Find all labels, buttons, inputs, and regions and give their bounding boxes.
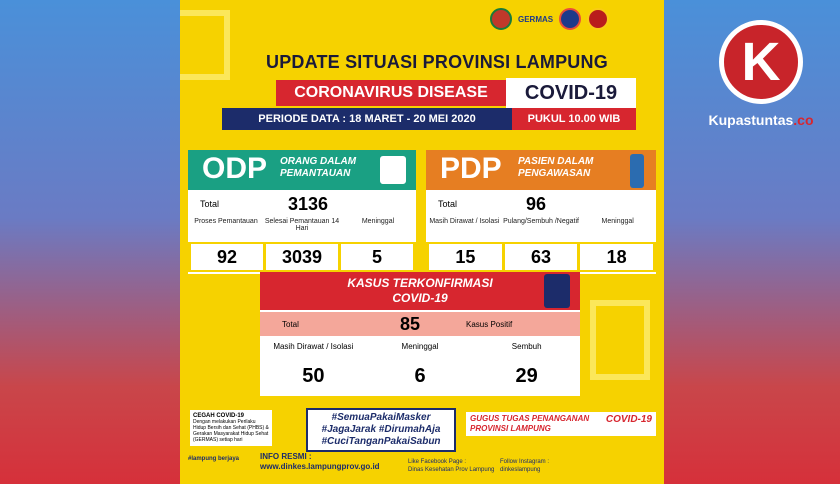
- cegah-title: CEGAH COVID-19: [193, 413, 245, 419]
- pdp-col-dirawat: Masih Dirawat / Isolasi: [429, 218, 500, 225]
- cegah-box: CEGAH COVID-19 Dengan melakukan Perilaku…: [190, 410, 272, 446]
- facebook-label: Like Facebook Page :: [408, 459, 467, 465]
- pdp-values: 15 63 18: [426, 242, 656, 272]
- pdp-total-label: Total: [438, 199, 458, 209]
- hashtag-line: #JagaJarak #DirumahAja: [321, 424, 441, 435]
- kupastuntas-logo-icon: K: [719, 20, 803, 104]
- info-resmi: INFO RESMI : www.dinkes.lampungprov.go.i…: [260, 452, 380, 472]
- instagram-link[interactable]: dinkeslampung: [500, 467, 541, 473]
- hashtag-line: #CuciTanganPakaiSabun: [321, 436, 441, 447]
- gugus-covid: COVID-19: [605, 414, 652, 425]
- patient-bed-icon: [380, 156, 406, 184]
- kasus-col-sembuh: Sembuh: [511, 342, 542, 351]
- military-logo-icon: [587, 8, 610, 30]
- disease-banner: CORONAVIRUS DISEASE: [276, 80, 506, 106]
- covid-badge: COVID-19: [506, 78, 636, 108]
- facebook-page-link[interactable]: Dinas Kesehatan Prov Lampung: [408, 467, 495, 473]
- brand-name: Kupastuntas.co: [708, 112, 814, 128]
- kasus-val-meninggal: 6: [414, 365, 426, 387]
- kasus-col-dirawat: Masih Dirawat / Isolasi: [273, 342, 354, 351]
- gugus-tugas-box: GUGUS TUGAS PENANGANAN COVID-19 PROVINSI…: [466, 412, 656, 436]
- kupastuntas-brand: K Kupastuntas.co: [696, 20, 826, 128]
- info-url-link[interactable]: www.dinkes.lampungprov.go.id: [260, 462, 380, 471]
- kasus-values: 50 6 29: [260, 358, 580, 394]
- pdp-col-meninggal: Meninggal: [601, 218, 634, 225]
- pdp-card: PDP PASIEN DALAM PENGAWASAN Total 96 Masi…: [426, 150, 656, 274]
- kasus-total-value: 85: [400, 314, 421, 334]
- odp-val-selesai: 3039: [266, 244, 338, 270]
- pdp-val-dirawat: 15: [429, 244, 502, 270]
- hashtag-box: #SemuaPakaiMasker #JagaJarak #DirumahAja…: [306, 408, 456, 452]
- kasus-val-dirawat: 50: [302, 365, 325, 387]
- odp-col-meninggal: Meninggal: [361, 218, 395, 225]
- facebook-info: Like Facebook Page : Dinas Kesehatan Pro…: [408, 458, 494, 474]
- pdp-abbr: PDP: [440, 152, 502, 185]
- pdp-total-value: 96: [526, 194, 547, 214]
- lampung-berjaya-logo: #lampung berjaya: [188, 456, 240, 462]
- odp-full-name: ORANG DALAM PEMANTAUAN: [280, 156, 357, 179]
- odp-columns: Proses Pemantauan Selesai Pemantauan 14 …: [188, 216, 416, 242]
- pdp-full-name: PASIEN DALAM PENGAWASAN: [518, 156, 594, 179]
- odp-val-proses: 92: [191, 244, 263, 270]
- pdp-total-row: Total 96: [426, 192, 656, 216]
- kasus-title: KASUS TERKONFIRMASI: [347, 276, 493, 290]
- police-logo-icon: [559, 8, 582, 30]
- page-title: UPDATE SITUASI PROVINSI LAMPUNG: [266, 52, 608, 72]
- odp-total-value: 3136: [288, 194, 329, 214]
- wheelchair-icon: [544, 274, 570, 308]
- pdp-val-meninggal: 18: [580, 244, 654, 270]
- info-title: INFO RESMI :: [260, 452, 312, 461]
- periode-banner: PERIODE DATA : 18 MARET - 20 MEI 2020: [222, 108, 512, 130]
- pdp-val-sembuh: 63: [504, 244, 578, 270]
- cegah-text: Dengan melakukan Perilaku Hidup Bersih d…: [193, 419, 269, 443]
- pdp-col-sembuh: Pulang/Sembuh /Negatif: [503, 218, 579, 225]
- gugus-title: GUGUS TUGAS PENANGANAN: [470, 414, 590, 423]
- odp-val-meninggal: 5: [341, 244, 413, 270]
- kasus-total-row: Total 85 Kasus Positif: [260, 312, 580, 336]
- decorative-pattern: [590, 300, 650, 380]
- kasus-header: KASUS TERKONFIRMASI COVID-19: [260, 272, 580, 310]
- kasus-total-label: Total: [282, 320, 299, 329]
- gugus-province: PROVINSI LAMPUNG: [470, 424, 551, 433]
- lampung-seal-icon: [490, 8, 512, 30]
- kasus-val-sembuh: 29: [515, 365, 538, 387]
- odp-col-selesai: Selesai Pemantauan 14 Hari: [264, 218, 340, 232]
- pdp-columns: Masih Dirawat / Isolasi Pulang/Sembuh /N…: [426, 216, 656, 242]
- kasus-columns: Masih Dirawat / Isolasi Meninggal Sembuh: [260, 338, 580, 356]
- kasus-col-meninggal: Meninggal: [401, 342, 439, 351]
- odp-header: ODP ORANG DALAM PEMANTAUAN: [188, 150, 416, 190]
- kasus-subtitle: COVID-19: [392, 291, 448, 305]
- odp-abbr: ODP: [202, 152, 268, 185]
- odp-total-row: Total 3136: [188, 192, 416, 216]
- instagram-label: Follow Instagram :: [500, 459, 550, 465]
- time-banner: PUKUL 10.00 WIB: [512, 108, 636, 130]
- odp-values: 92 3039 5: [188, 242, 416, 272]
- instagram-info: Follow Instagram : dinkeslampung: [500, 458, 549, 474]
- kasus-card: KASUS TERKONFIRMASI COVID-19 Total 85 Ka…: [260, 272, 580, 396]
- hashtag-line: #SemuaPakaiMasker: [331, 412, 431, 423]
- decorative-pattern: [180, 10, 230, 80]
- kasus-positif-label: Kasus Positif: [466, 320, 513, 329]
- odp-card: ODP ORANG DALAM PEMANTAUAN Total 3136 Pro…: [188, 150, 416, 274]
- germas-logo: GERMAS: [518, 14, 554, 24]
- infographic-poster: GERMAS UPDATE SITUASI PROVINSI LAMPUNG C…: [180, 0, 664, 484]
- logo-row: GERMAS: [490, 8, 610, 30]
- odp-col-proses: Proses Pemantauan: [194, 218, 258, 225]
- odp-total-label: Total: [200, 199, 220, 209]
- patient-iv-icon: [630, 154, 644, 188]
- pdp-header: PDP PASIEN DALAM PENGAWASAN: [426, 150, 656, 190]
